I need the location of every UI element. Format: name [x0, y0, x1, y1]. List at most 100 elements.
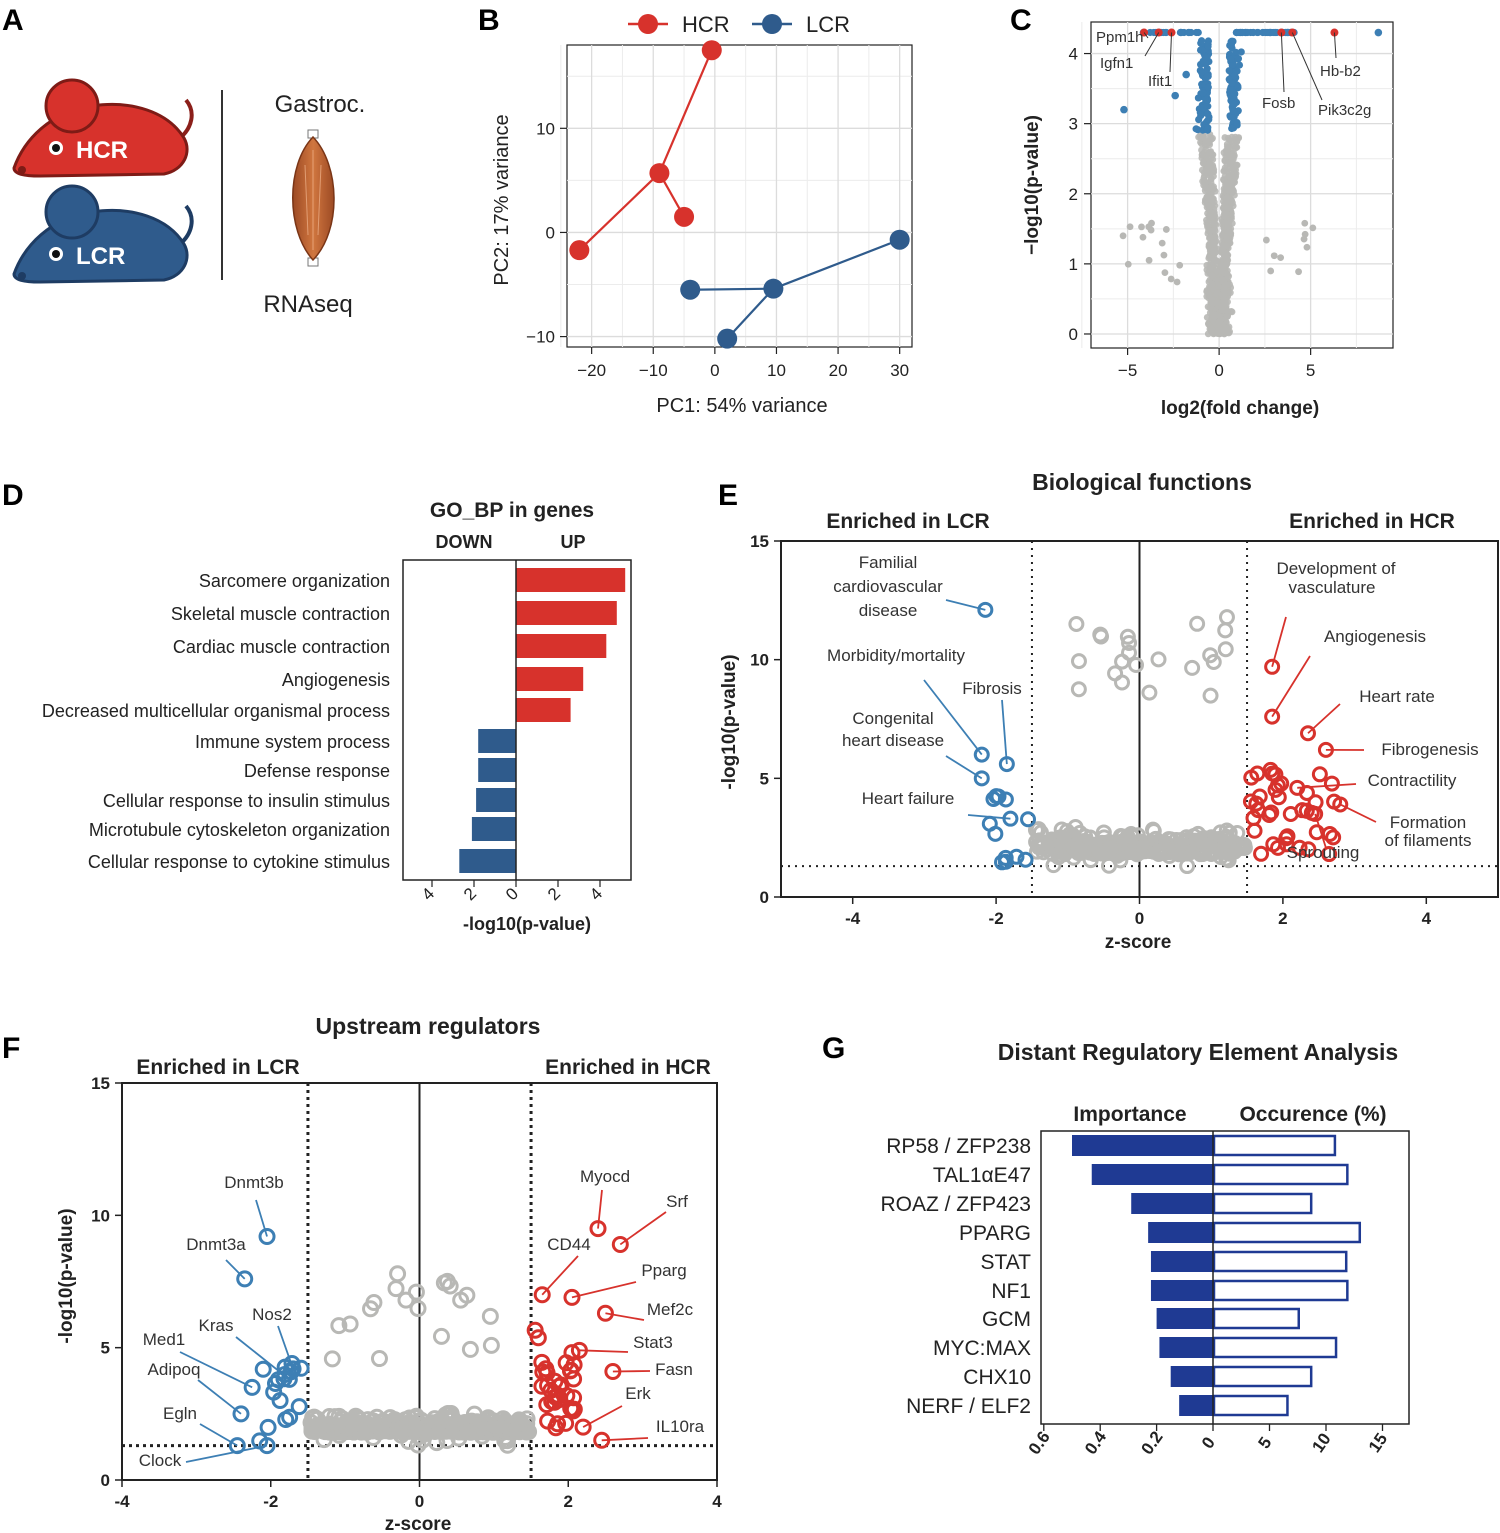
- f-label-leader: [582, 1405, 623, 1428]
- volcano-gene-point: [1200, 134, 1208, 142]
- volcano-gene-point: [1145, 256, 1153, 264]
- volcano-gene-point: [1126, 223, 1134, 231]
- e-function-point: [1030, 821, 1047, 838]
- volcano-gene-point: [1233, 161, 1240, 169]
- f-function-point: [316, 1423, 334, 1441]
- f-x-tick-label: -4: [114, 1492, 130, 1511]
- volcano-gene-label: Ppm1h: [1096, 29, 1144, 46]
- e-labeled-point: [977, 601, 994, 618]
- f-label-leader: [235, 1336, 290, 1381]
- pca-y-tick-label: −10: [526, 328, 555, 347]
- e-function-point: [1178, 829, 1195, 846]
- f-function-point: [390, 1422, 408, 1440]
- f-label-med1: Med1: [143, 1330, 186, 1349]
- e-label-leader: [1001, 699, 1008, 765]
- f-label-leader: [605, 1312, 645, 1321]
- importance-bar: [1159, 1337, 1213, 1358]
- e-function-point: [1093, 628, 1110, 645]
- volcano-significant-point: [1187, 28, 1195, 37]
- f-y-tick-label: 0: [101, 1471, 110, 1490]
- volcano-significant-point: [1249, 28, 1257, 37]
- go-term-label: Angiogenesis: [282, 670, 390, 690]
- motif-label: STAT: [980, 1251, 1031, 1274]
- f-label-leader: [597, 1189, 603, 1229]
- lcr-rat-label: LCR: [76, 243, 125, 270]
- e-hcr-point: [1282, 805, 1299, 822]
- e-y-tick-label: 15: [750, 532, 769, 551]
- e-lcr-point: [997, 791, 1014, 808]
- volcano-significant-point: [1192, 125, 1200, 133]
- e-function-point: [1119, 628, 1136, 645]
- tissue-label: Gastroc.: [275, 91, 366, 118]
- volcano-gene-point: [1213, 289, 1221, 297]
- occurence-bar: [1212, 1250, 1348, 1273]
- motif-label: GCM: [982, 1308, 1031, 1331]
- panel-e: Biological functions Enriched in LCR Enr…: [719, 469, 1499, 953]
- volcano-significant-point: [1194, 94, 1202, 102]
- f-label-kras: Kras: [199, 1316, 234, 1335]
- f-function-point: [459, 1417, 477, 1435]
- volcano-gene-point: [1211, 202, 1219, 210]
- e-x-tick-label: 2: [1278, 909, 1287, 928]
- go-x-axis-title: -log10(p-value): [463, 914, 591, 934]
- e-hcr-point: [1323, 775, 1340, 792]
- volcano-gene-point: [1301, 219, 1309, 227]
- f-labeled-point: [284, 1360, 302, 1378]
- pca-plot-frame: [566, 44, 913, 348]
- pca-x-tick-label: 10: [767, 361, 786, 380]
- e-annotations: Familial cardiovascular disease Morbidity/…: [827, 553, 1479, 862]
- occurence-bar: [1212, 1279, 1349, 1302]
- f-function-point: [323, 1350, 341, 1368]
- f-function-point: [358, 1415, 376, 1433]
- volcano-gene-point: [1161, 269, 1169, 277]
- e-function-point: [1075, 843, 1092, 860]
- occurence-bar: [1212, 1221, 1362, 1244]
- f-label-leader: [571, 1281, 637, 1299]
- f-label-cd44: CD44: [547, 1235, 590, 1254]
- f-labeled-point: [596, 1304, 614, 1322]
- e-function-point: [1078, 833, 1095, 850]
- f-y-tick-label: 5: [101, 1339, 110, 1358]
- volcano-gene-point: [1223, 260, 1231, 268]
- g-x-tick-label: 15: [1365, 1430, 1391, 1456]
- e-lcr-point: [1017, 851, 1034, 868]
- f-function-point: [517, 1423, 535, 1441]
- e-x-tick-label: -4: [845, 909, 861, 928]
- f-label-leader: [541, 1255, 579, 1296]
- volcano-label-leader: [1280, 32, 1285, 93]
- e-y-tick-label: 5: [760, 769, 769, 788]
- volcano-gene-point: [1205, 212, 1213, 220]
- f-function-point: [341, 1315, 359, 1333]
- e-function-point: [1114, 653, 1131, 670]
- f-function-point: [482, 1336, 500, 1354]
- e-function-point: [1180, 838, 1197, 855]
- panel-label-c: C: [1010, 4, 1032, 37]
- pca-connector-line: [578, 172, 661, 251]
- volcano-gene-point: [1212, 221, 1220, 229]
- e-function-point: [1221, 824, 1238, 841]
- go-x-tick-label: 4: [418, 884, 438, 904]
- volcano-gene-point: [1231, 144, 1239, 152]
- volcano-gene-point: [1222, 299, 1229, 307]
- f-label-leader: [619, 1211, 667, 1246]
- g-x-tick-label: 0.6: [1025, 1428, 1054, 1458]
- f-hcr-point: [549, 1415, 567, 1433]
- volcano-gene-point: [1220, 167, 1228, 175]
- panel-label-b: B: [478, 4, 500, 37]
- e-function-point: [1123, 825, 1140, 842]
- f-lcr-point: [290, 1398, 308, 1416]
- e-label-filaments: Formation of filaments: [1385, 813, 1472, 850]
- panel-label-f: F: [2, 1032, 20, 1065]
- importance-bar: [1170, 1366, 1213, 1387]
- volcano-gene-point: [1138, 223, 1145, 231]
- e-y-axis-title: -log10(p-value): [719, 654, 740, 789]
- f-x-axis-title: z-score: [385, 1514, 452, 1533]
- pca-connector-line: [658, 49, 713, 174]
- e-lcr-point: [994, 854, 1011, 871]
- volcano-significant-point: [1203, 53, 1211, 61]
- e-x-axis-title: z-score: [1105, 932, 1172, 953]
- volcano-significant-point: [1225, 67, 1233, 75]
- e-y-tick-label: 10: [750, 651, 769, 670]
- volcano-y-tick-label: 1: [1069, 255, 1078, 274]
- pca-x-tick-label: 0: [710, 361, 719, 380]
